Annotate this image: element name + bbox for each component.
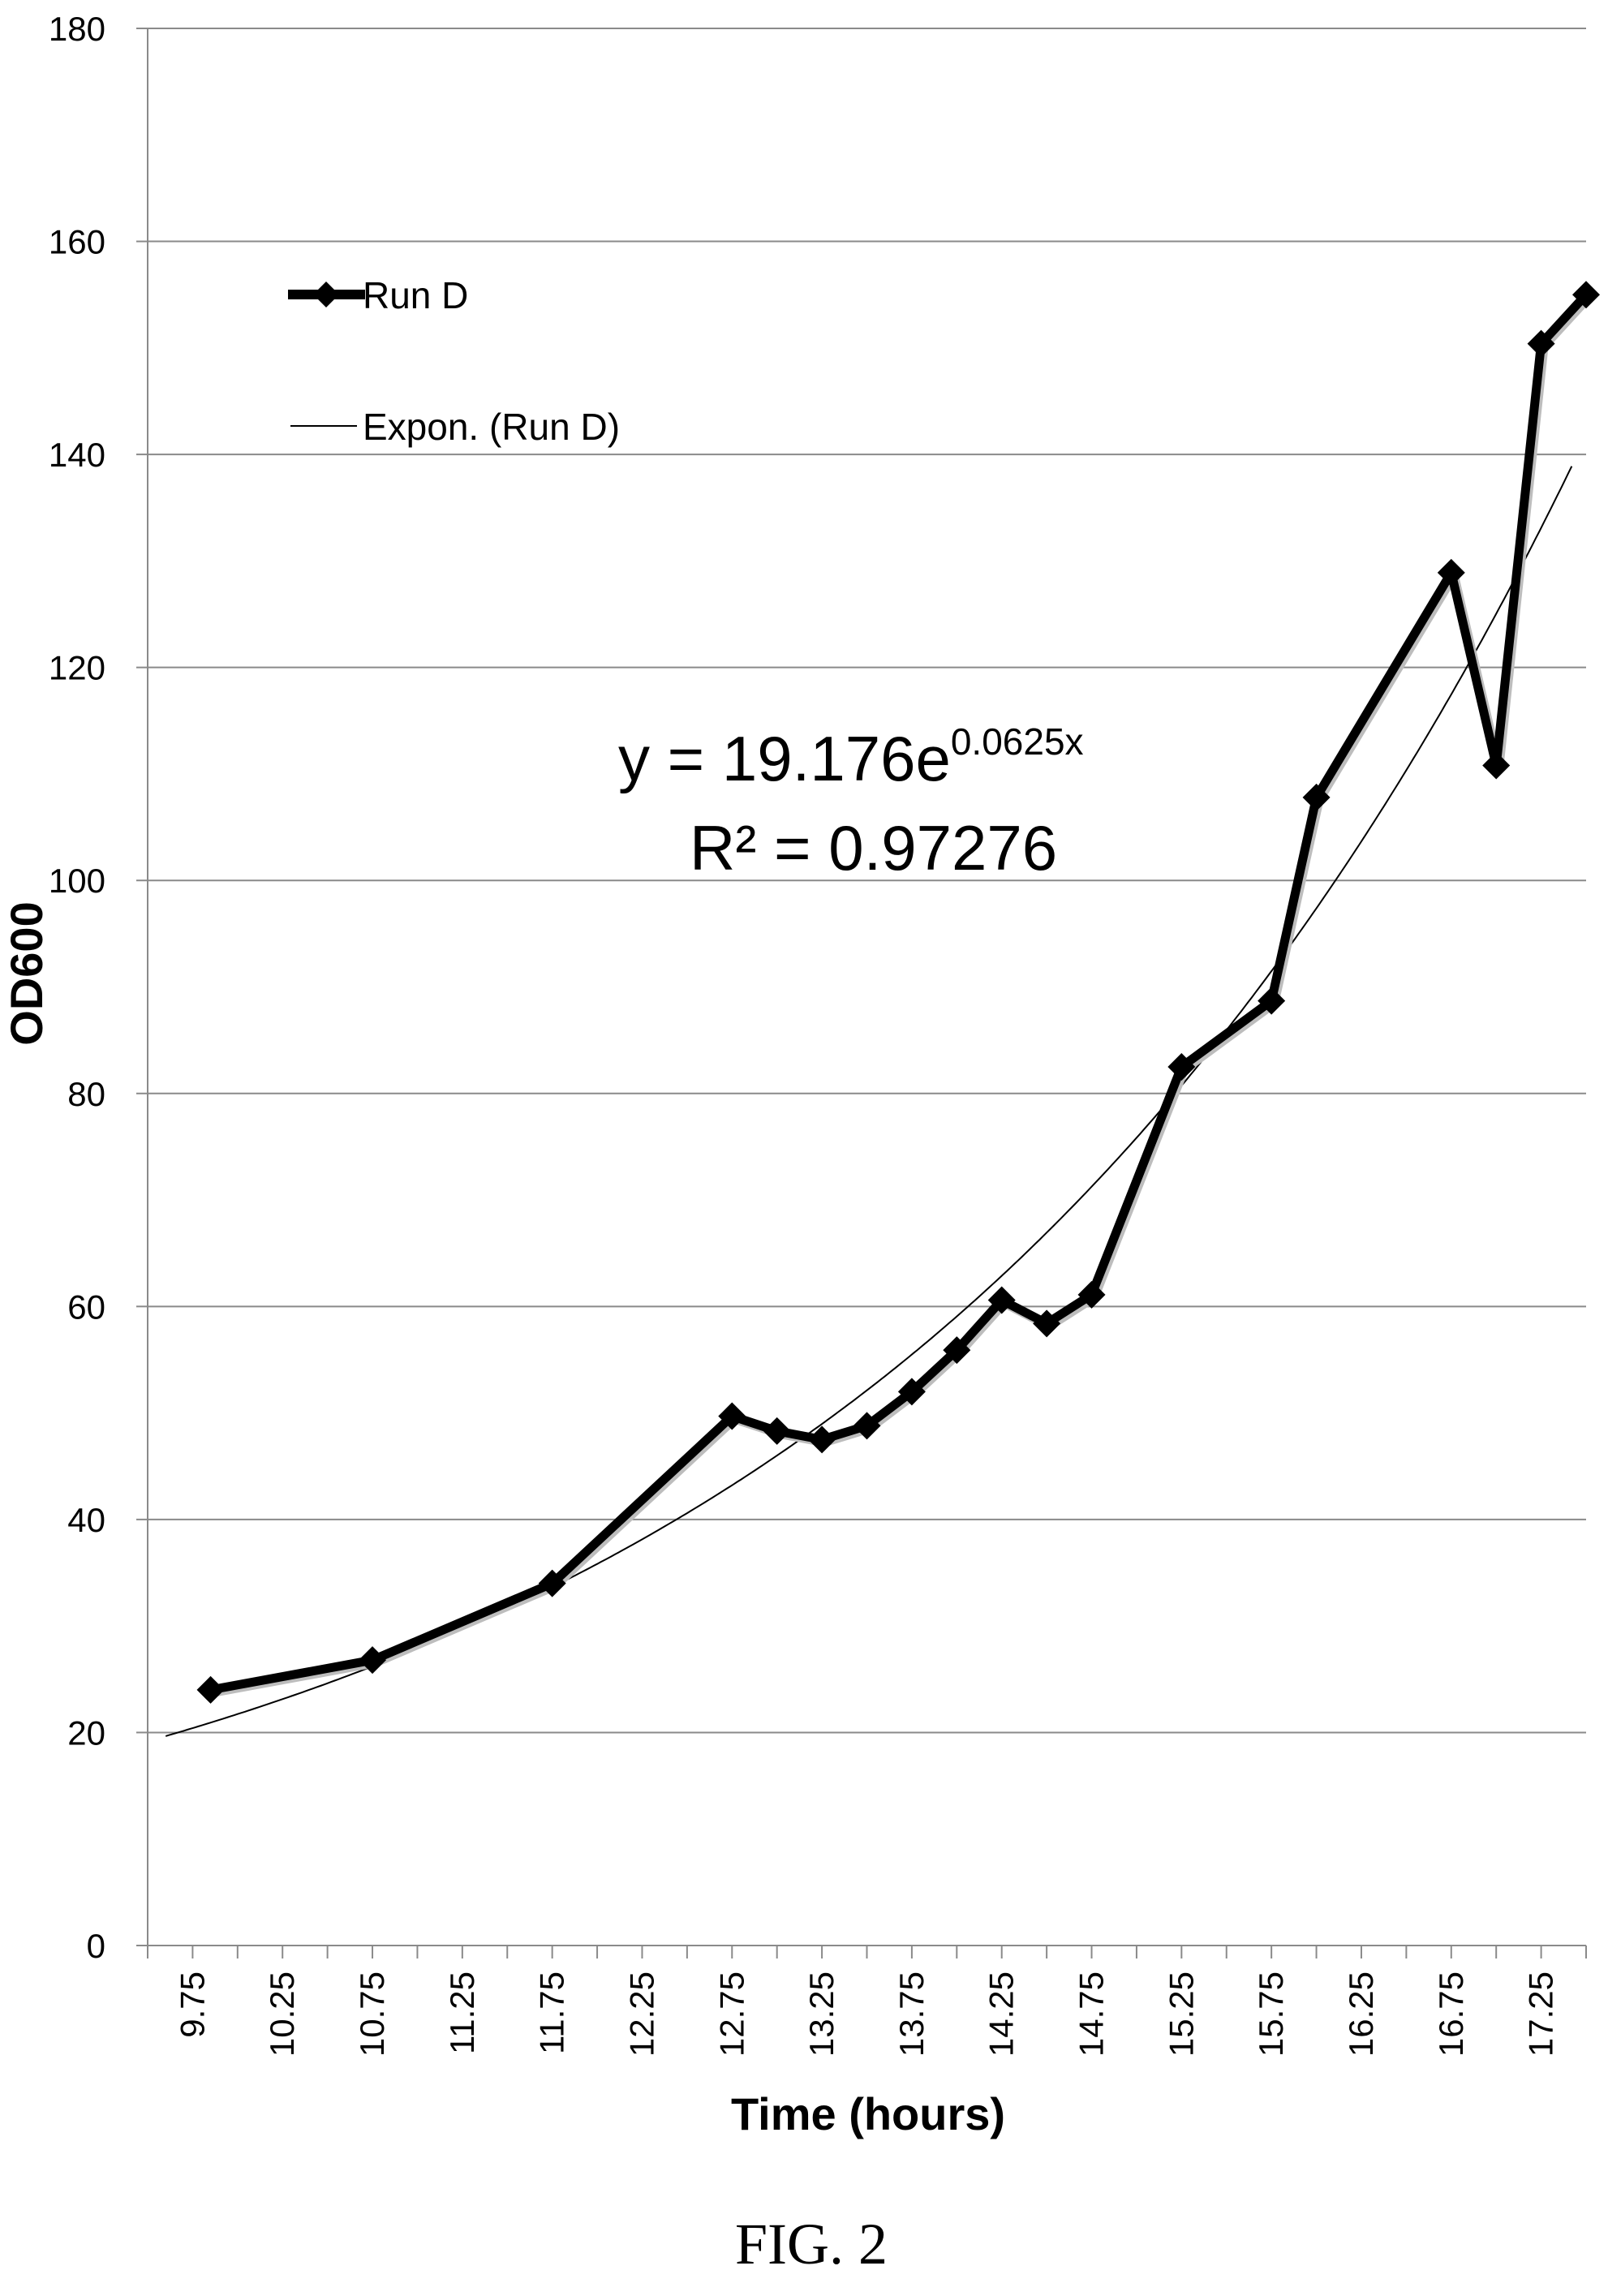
data-point-16 [1482,751,1511,780]
x-tick-label-12.25: 12.25 [622,1971,660,2057]
x-tick-label-11.25: 11.25 [443,1971,481,2054]
data-point-5 [808,1425,836,1454]
x-tick-label-15.25: 15.25 [1162,1971,1200,2057]
x-axis-title: Time (hours) [731,2088,1005,2139]
data-point-3 [718,1402,746,1430]
data-point-17 [1527,329,1555,358]
y-tick-label-20: 20 [67,1713,105,1752]
data-point-18 [1572,281,1600,309]
y-tick-label-100: 100 [49,862,105,900]
y-axis-title: OD600 [1,901,52,1045]
data-point-7 [897,1378,926,1406]
trendline-layer [165,466,1573,1737]
x-tick-label-16.25: 16.25 [1342,1971,1380,2057]
y-tick-label-0: 0 [87,1927,105,1965]
x-tick-label-13.75: 13.75 [892,1971,931,2057]
data-point-10 [1033,1309,1061,1338]
data-point-9 [987,1286,1016,1314]
data-point-14 [1302,783,1331,811]
figure-caption: FIG. 2 [735,2212,888,2277]
trendline-r-squared: R² = 0.97276 [690,812,1057,884]
data-point-12 [1167,1052,1196,1081]
equation-exponent: 0.0625x [951,720,1084,763]
x-tick-label-14.75: 14.75 [1073,1971,1111,2057]
x-tick-label-16.75: 16.75 [1432,1971,1470,2057]
trendline-equation-text: y = 19.176e0.0625x [618,720,1084,794]
y-tick-label-60: 60 [67,1288,105,1326]
y-tick-label-180: 180 [49,10,105,48]
axes [136,28,1587,1958]
legend-label-run-d: Run D [363,274,468,316]
data-point-2 [538,1569,566,1597]
y-tick-label-140: 140 [49,436,105,474]
series-shadow [212,294,1593,1697]
x-tick-labels: 9.75 10.25 10.75 11.25 11.75 12.25 12.75 13.25 1… [173,1971,1559,2057]
data-point-11 [1077,1280,1106,1309]
data-point-1 [359,1646,387,1675]
x-tick-label-9.75: 9.75 [173,1971,211,2038]
equation-base: y = 19.176e [618,723,951,794]
data-point-8 [943,1336,971,1365]
data-point-15 [1437,558,1465,587]
gridlines [148,28,1586,1734]
data-point-13 [1258,987,1286,1015]
x-tick-label-10.25: 10.25 [263,1971,301,2057]
y-tick-labels: 0 20 40 60 80 100 120 140 160 180 [49,10,105,1965]
x-tick-label-14.25: 14.25 [982,1971,1021,2057]
y-tick-label-40: 40 [67,1501,105,1539]
x-tick-label-17.25: 17.25 [1522,1971,1560,2057]
x-tick-label-13.25: 13.25 [802,1971,841,2057]
exponential-trendline [165,466,1573,1737]
x-tick-label-10.75: 10.75 [353,1971,391,2057]
x-tick-label-15.75: 15.75 [1252,1971,1290,2057]
x-tick-label-11.75: 11.75 [533,1971,571,2054]
series-layer [196,281,1600,1704]
trendline-equation: y = 19.176e0.0625x R² = 0.97276 [618,720,1084,884]
data-point-0 [196,1675,225,1704]
y-tick-label-160: 160 [49,223,105,261]
series-line-run-d [209,291,1590,1695]
data-point-4 [763,1417,791,1445]
y-tick-label-80: 80 [67,1075,105,1113]
legend-label-expon: Expon. (Run D) [363,406,620,448]
x-tick-label-12.75: 12.75 [712,1971,750,2057]
legend-diamond-marker [313,282,339,307]
data-point-6 [853,1412,881,1440]
legend: Run D Expon. (Run D) [288,274,620,448]
y-tick-label-120: 120 [49,649,105,687]
